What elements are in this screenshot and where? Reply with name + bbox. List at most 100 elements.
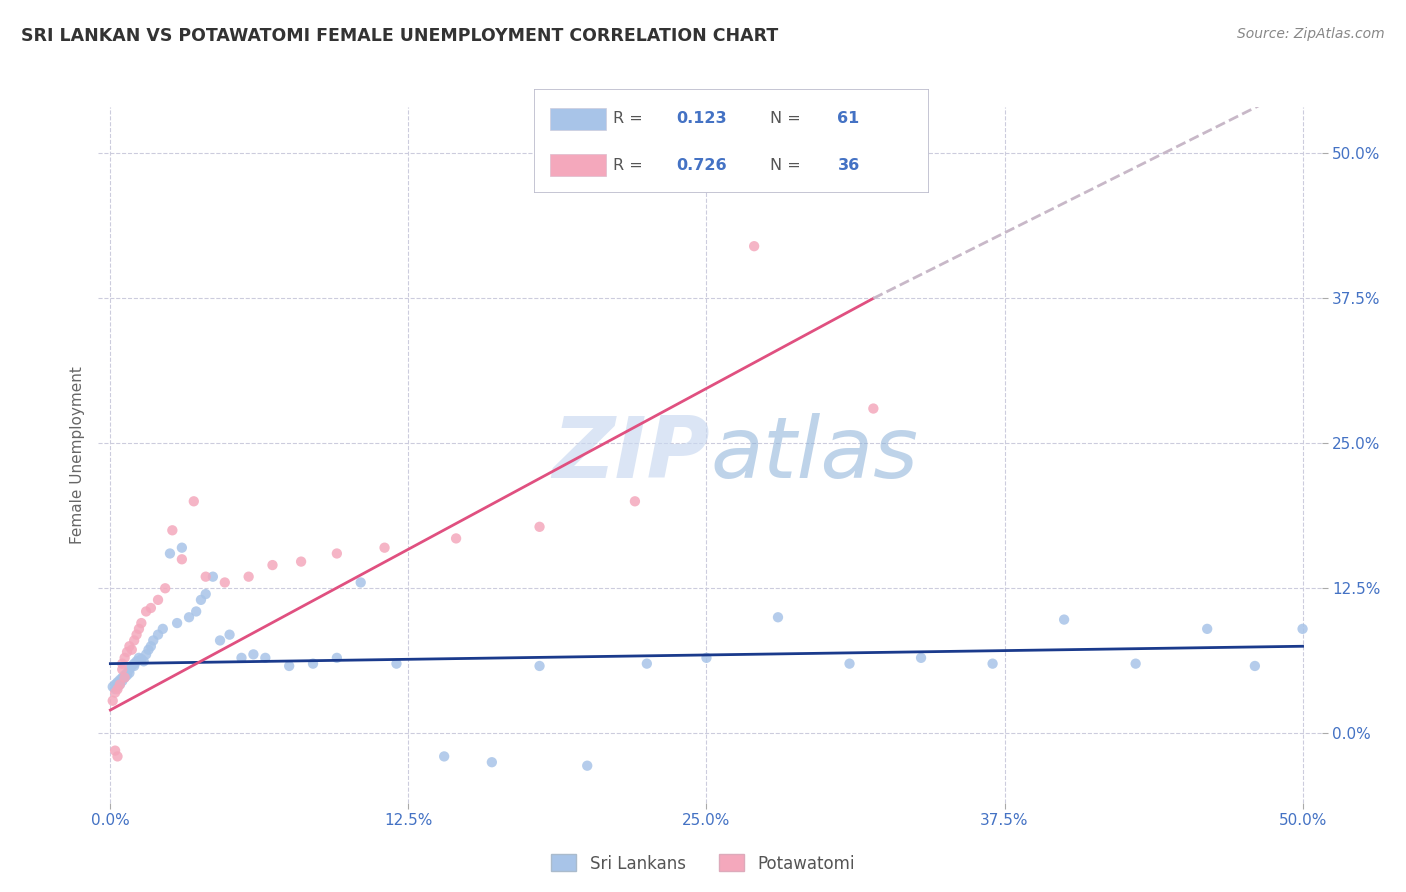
Point: [254, 651, 277, 665]
Point: [108, 677, 131, 691]
Point: [152, 622, 174, 636]
Point: [115, 645, 138, 659]
Point: [122, 633, 145, 648]
Point: [350, 575, 373, 590]
Point: [326, 651, 349, 665]
Legend: Sri Lankans, Potawatomi: Sri Lankans, Potawatomi: [544, 847, 862, 880]
Point: [1125, 657, 1147, 671]
Point: [302, 657, 325, 671]
Point: [104, 682, 127, 697]
Point: [278, 659, 301, 673]
Point: [125, 628, 148, 642]
Point: [576, 758, 599, 772]
Point: [108, 673, 131, 687]
Text: Source: ZipAtlas.com: Source: ZipAtlas.com: [1237, 27, 1385, 41]
Point: [111, 674, 134, 689]
Point: [444, 532, 467, 546]
Point: [981, 657, 1004, 671]
Point: [131, 652, 153, 666]
Point: [118, 662, 141, 676]
Point: [433, 749, 456, 764]
Text: 0.726: 0.726: [676, 158, 727, 173]
Point: [107, 749, 129, 764]
Point: [385, 657, 408, 671]
Point: [128, 622, 150, 636]
Point: [111, 657, 134, 671]
Point: [290, 555, 312, 569]
FancyBboxPatch shape: [550, 108, 606, 130]
Point: [766, 610, 789, 624]
Point: [122, 657, 145, 671]
Point: [201, 570, 224, 584]
Point: [194, 570, 217, 584]
Point: [146, 592, 169, 607]
Text: R =: R =: [613, 158, 648, 173]
Text: SRI LANKAN VS POTAWATOMI FEMALE UNEMPLOYMENT CORRELATION CHART: SRI LANKAN VS POTAWATOMI FEMALE UNEMPLOY…: [21, 27, 779, 45]
Text: atlas: atlas: [710, 413, 918, 497]
Point: [115, 668, 138, 682]
Point: [104, 677, 127, 691]
Point: [374, 541, 396, 555]
Point: [695, 651, 717, 665]
Point: [1244, 659, 1267, 673]
Point: [162, 523, 184, 537]
Point: [111, 662, 134, 676]
Point: [214, 575, 236, 590]
Y-axis label: Female Unemployment: Female Unemployment: [70, 366, 86, 544]
Point: [107, 682, 129, 697]
Text: 0.123: 0.123: [676, 112, 727, 127]
Point: [142, 633, 165, 648]
Text: 61: 61: [838, 112, 859, 127]
Point: [146, 628, 169, 642]
Point: [170, 552, 193, 566]
Point: [115, 665, 138, 680]
Point: [153, 582, 176, 596]
Point: [838, 657, 860, 671]
Point: [131, 615, 153, 630]
Point: [636, 657, 658, 671]
Point: [104, 744, 127, 758]
Point: [910, 651, 932, 665]
Point: [111, 671, 134, 685]
Point: [238, 570, 260, 584]
Point: [1291, 622, 1313, 636]
Point: [190, 592, 212, 607]
Point: [104, 685, 127, 699]
Point: [107, 675, 129, 690]
Point: [183, 494, 205, 508]
Point: [862, 401, 884, 416]
Point: [121, 642, 143, 657]
FancyBboxPatch shape: [550, 153, 606, 177]
Text: N =: N =: [770, 112, 807, 127]
Text: ZIP: ZIP: [553, 413, 710, 497]
Point: [108, 677, 131, 691]
Point: [1053, 613, 1076, 627]
Point: [114, 668, 136, 682]
Point: [624, 494, 647, 508]
Point: [262, 558, 284, 573]
Point: [1197, 622, 1219, 636]
Point: [139, 601, 162, 615]
Point: [139, 639, 162, 653]
Point: [135, 648, 157, 662]
Point: [138, 642, 160, 657]
Text: R =: R =: [613, 112, 648, 127]
Point: [186, 605, 208, 619]
Point: [135, 605, 157, 619]
Point: [118, 639, 141, 653]
Point: [326, 546, 349, 561]
Point: [118, 665, 141, 680]
Point: [166, 615, 188, 630]
Point: [114, 671, 136, 685]
Text: N =: N =: [770, 158, 807, 173]
Point: [125, 654, 148, 668]
Point: [101, 694, 124, 708]
Point: [242, 648, 264, 662]
Point: [177, 610, 200, 624]
Point: [529, 520, 551, 534]
Point: [208, 633, 231, 648]
Point: [101, 680, 124, 694]
Point: [231, 651, 253, 665]
Point: [128, 651, 150, 665]
Point: [742, 239, 765, 253]
